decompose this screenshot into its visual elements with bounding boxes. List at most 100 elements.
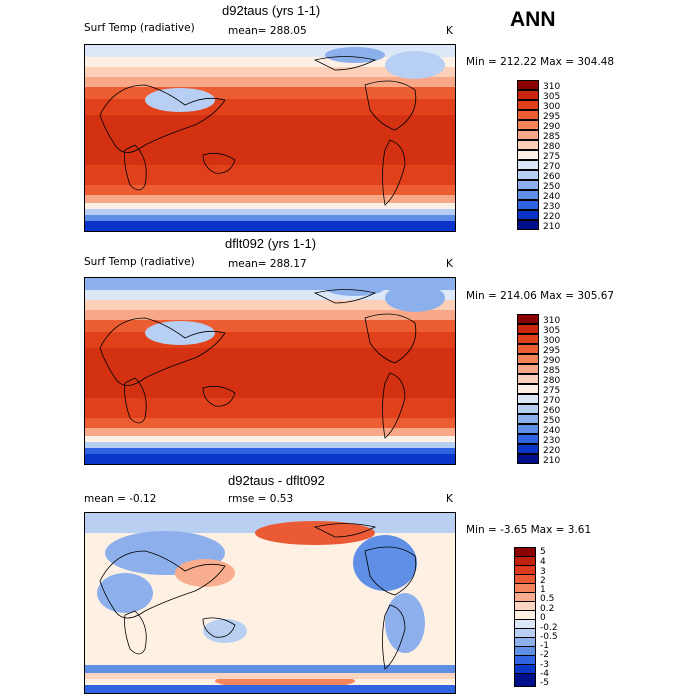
colorbar-swatch (517, 190, 539, 200)
colorbar-tick: 280 (543, 376, 561, 386)
panel3-mean: mean = -0.12 (84, 493, 157, 505)
colorbar-tick: 270 (543, 396, 561, 406)
panel2-map (84, 277, 456, 465)
colorbar-tick: 220 (543, 446, 561, 456)
colorbar-swatch (517, 200, 539, 210)
colorbar-swatch (517, 120, 539, 130)
colorbar-tick: 260 (543, 406, 561, 416)
colorbar-tick: 3 (540, 567, 546, 577)
colorbar-tick: 0.5 (540, 594, 555, 604)
colorbar-tick: 0.2 (540, 604, 555, 614)
panel1-colorbar: 310 305 300 295 290 285 280 275 270 260 … (517, 80, 577, 232)
panel3-rmse: rmse = 0.53 (228, 493, 294, 505)
colorbar-tick: 250 (543, 416, 561, 426)
season-label: ANN (510, 8, 556, 31)
colorbar-swatch (517, 404, 539, 414)
colorbar-swatch (517, 384, 539, 394)
colorbar-tick: 285 (543, 366, 561, 376)
colorbar-tick: 310 (543, 316, 561, 326)
colorbar-tick: 275 (543, 152, 561, 162)
colorbar-tick: 295 (543, 346, 561, 356)
colorbar-swatch (517, 210, 539, 220)
colorbar-swatch (517, 444, 539, 454)
panel2-colorbar: 310 305 300 295 290 285 280 275 270 260 … (517, 314, 577, 466)
colorbar-tick: 0 (540, 613, 546, 623)
colorbar-tick: -1 (540, 641, 549, 651)
colorbar-swatch (517, 414, 539, 424)
colorbar-swatch (517, 100, 539, 110)
colorbar-swatch (517, 394, 539, 404)
panel2-map-field (85, 278, 455, 464)
colorbar-tick: 290 (543, 122, 561, 132)
colorbar-tick: 275 (543, 386, 561, 396)
colorbar-swatch (517, 324, 539, 334)
colorbar-swatch (517, 170, 539, 180)
colorbar-tick: 300 (543, 102, 561, 112)
colorbar-tick: 295 (543, 112, 561, 122)
colorbar-tick: 1 (540, 585, 546, 595)
colorbar-swatch (517, 160, 539, 170)
panel1-variable: Surf Temp (radiative) (84, 22, 195, 34)
panel2-units: K (446, 258, 453, 270)
colorbar-tick: -3 (540, 660, 549, 670)
colorbar-swatch (517, 90, 539, 100)
panel3-title: d92taus - dflt092 (228, 473, 325, 488)
colorbar-tick: 230 (543, 436, 561, 446)
panel3-colorbar: 5 4 3 2 1 0.5 0.2 0 -0.2 -0.5 -1 -2 -3 -… (514, 547, 574, 691)
colorbar-tick: 260 (543, 172, 561, 182)
colorbar-tick: 280 (543, 142, 561, 152)
panel1-map (84, 44, 456, 232)
panel2-variable: Surf Temp (radiative) (84, 256, 195, 268)
panel2-minmax: Min = 214.06 Max = 305.67 (466, 290, 615, 302)
colorbar-tick: 305 (543, 92, 561, 102)
colorbar-swatch (517, 424, 539, 434)
panel3-map-field (85, 513, 455, 693)
colorbar-tick: 230 (543, 202, 561, 212)
colorbar-tick: 5 (540, 547, 546, 557)
colorbar-tick: 285 (543, 132, 561, 142)
colorbar-tick: -2 (540, 650, 549, 660)
colorbar-swatch (517, 110, 539, 120)
colorbar-swatch (517, 80, 539, 90)
panel2-title: dflt092 (yrs 1-1) (225, 236, 317, 251)
colorbar-swatch (517, 150, 539, 160)
colorbar-tick: 250 (543, 182, 561, 192)
panel1-mean: mean= 288.05 (228, 25, 307, 37)
panel3-minmax: Min = -3.65 Max = 3.61 (466, 524, 592, 536)
colorbar-swatch (517, 364, 539, 374)
colorbar-tick: -4 (540, 669, 549, 679)
colorbar-swatch (517, 374, 539, 384)
colorbar-tick: 240 (543, 192, 561, 202)
panel3-units: K (446, 493, 453, 505)
panel3-map (84, 512, 456, 694)
colorbar-swatch (514, 673, 536, 687)
colorbar-tick: 210 (543, 222, 561, 232)
colorbar-swatch (517, 180, 539, 190)
colorbar-tick: 220 (543, 212, 561, 222)
colorbar-tick: 300 (543, 336, 561, 346)
colorbar-tick: 270 (543, 162, 561, 172)
panel1-units: K (446, 25, 453, 37)
colorbar-swatch (517, 354, 539, 364)
colorbar-swatch (517, 130, 539, 140)
colorbar-tick: 210 (543, 456, 561, 466)
colorbar-swatch (517, 314, 539, 324)
colorbar-swatch (517, 454, 539, 464)
colorbar-tick: -0.5 (540, 632, 558, 642)
colorbar-tick: 240 (543, 426, 561, 436)
colorbar-swatch (517, 434, 539, 444)
colorbar-tick: 305 (543, 326, 561, 336)
colorbar-tick: 2 (540, 576, 546, 586)
panel1-map-field (85, 45, 455, 231)
colorbar-swatch (517, 220, 539, 230)
panel1-title: d92taus (yrs 1-1) (222, 3, 321, 18)
colorbar-tick: -0.2 (540, 623, 558, 633)
colorbar-swatch (517, 334, 539, 344)
colorbar-tick: -5 (540, 678, 549, 688)
panel1-minmax: Min = 212.22 Max = 304.48 (466, 56, 615, 68)
colorbar-swatch (517, 344, 539, 354)
colorbar-tick: 310 (543, 82, 561, 92)
colorbar-swatch (517, 140, 539, 150)
colorbar-tick: 290 (543, 356, 561, 366)
colorbar-tick: 4 (540, 557, 546, 567)
